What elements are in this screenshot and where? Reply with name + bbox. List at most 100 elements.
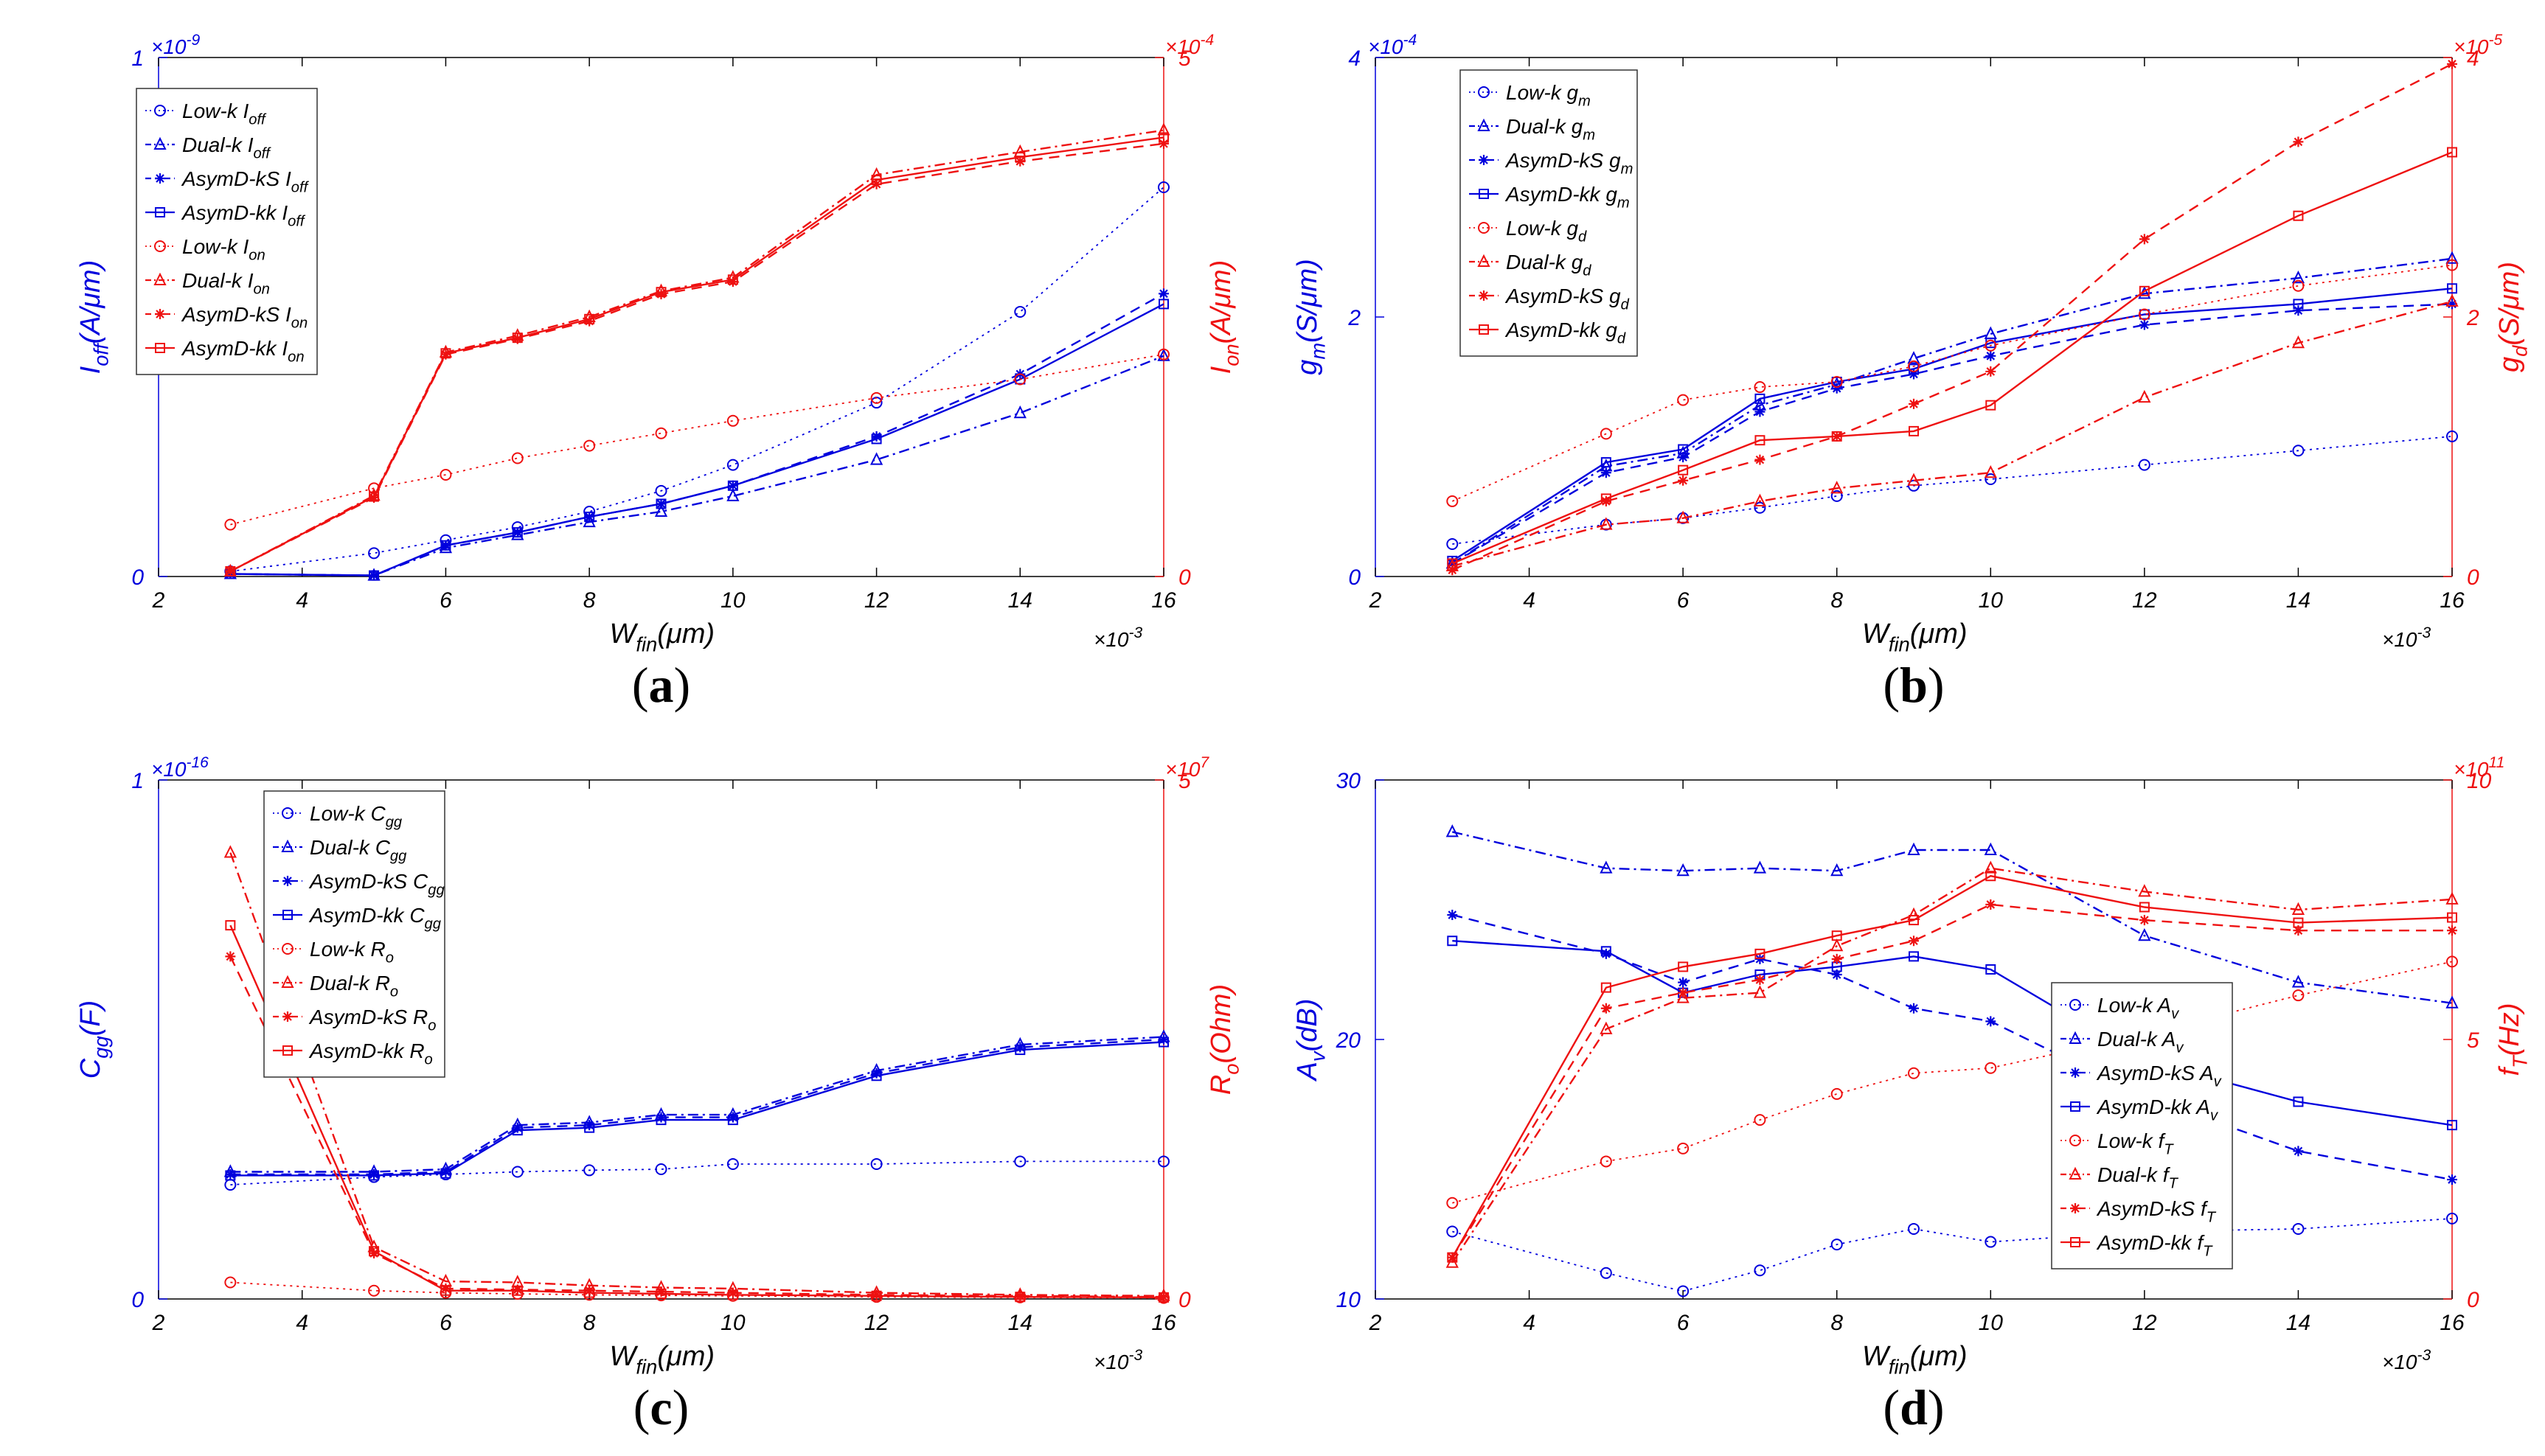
data-point: [655, 484, 667, 497]
panel-label: (c): [633, 1379, 690, 1435]
legend-box: [2051, 982, 2233, 1269]
data-point: [1678, 464, 1689, 476]
x-multiplier: ×10-3: [2382, 1347, 2431, 1373]
series-asymd-kk-f-t: [1447, 871, 2457, 1263]
data-point: [727, 480, 738, 491]
data-point: [1158, 181, 1170, 193]
data-point: [2293, 305, 2304, 316]
legend-entry: Dual-k Ro: [273, 972, 398, 1000]
data-point: [440, 540, 451, 551]
data-point: [1446, 1197, 1459, 1209]
right-y-tick-label: 0: [2467, 1288, 2479, 1312]
data-point: [2292, 1222, 2305, 1235]
series-line: [230, 353, 1164, 526]
series-line: [229, 924, 1164, 1299]
series-line: [229, 129, 1164, 573]
data-point: [1015, 1292, 1026, 1303]
legend-entry: AsymD-kk gd: [1469, 318, 1626, 346]
data-point: [727, 276, 738, 288]
data-point: [1676, 990, 1690, 1003]
data-point: [2445, 995, 2459, 1009]
data-point: [369, 1170, 380, 1181]
legend-entry: AsymD-kS Ro: [273, 1006, 436, 1034]
data-point: [583, 1164, 596, 1177]
data-point: [1754, 435, 1765, 446]
data-point: [726, 488, 740, 501]
series-asymd-ks-i-off: [225, 288, 1169, 581]
legend-marker: [1477, 118, 1490, 131]
data-point: [1830, 938, 1844, 952]
left-y-tick-label: 10: [1336, 1288, 1361, 1312]
data-point: [1447, 1252, 1458, 1263]
legend-entry: AsymD-kk fT: [2060, 1231, 2213, 1259]
legend-marker: [2070, 1237, 2080, 1247]
series-line: [1452, 831, 2453, 1004]
data-point: [1447, 910, 1458, 921]
data-point: [369, 1248, 380, 1259]
data-point: [2138, 459, 2150, 471]
data-point: [871, 175, 882, 186]
legend-label: AsymD-kk Av: [2096, 1096, 2219, 1124]
series-dual-k-a-v: [1445, 824, 2459, 1009]
data-point: [440, 1166, 451, 1177]
legend-marker: [154, 240, 166, 252]
data-point: [2139, 902, 2150, 913]
data-point: [1600, 1003, 1611, 1014]
right-y-tick-label: 4: [2467, 46, 2479, 71]
data-point: [871, 1070, 882, 1081]
data-point: [1158, 348, 1170, 360]
legend-entry: Low-k Av: [2060, 994, 2180, 1022]
series-line: [1452, 1218, 2453, 1292]
series-asymd-kk-r-o: [225, 920, 1169, 1303]
data-point: [1909, 1003, 1919, 1014]
series-asymd-kk-i-off: [225, 299, 1169, 581]
legend-label: Dual-k Ion: [182, 269, 270, 297]
data-point: [2139, 234, 2150, 245]
data-point: [2291, 975, 2305, 988]
data-point: [225, 1170, 236, 1181]
data-point: [2446, 430, 2458, 442]
data-point: [1447, 565, 1458, 576]
legend-entry: AsymD-kS Ion: [145, 303, 308, 331]
data-point: [1753, 860, 1767, 874]
data-point: [1909, 425, 1919, 436]
data-point: [2447, 58, 2457, 69]
data-point: [1909, 936, 1919, 947]
data-point: [1676, 863, 1690, 877]
data-point: [656, 289, 667, 300]
data-point: [1600, 948, 1611, 959]
left-y-axis-label: Cgg(F): [75, 1000, 112, 1079]
right-y-tick-label: 10: [2467, 769, 2492, 793]
legend-label: Low-k Ioff: [182, 100, 267, 128]
x-axis-label: Wfin(μm): [1862, 1341, 1968, 1378]
data-point: [225, 565, 236, 577]
data-point: [727, 1287, 738, 1298]
x-tick-label: 2: [1369, 1311, 1382, 1335]
data-point: [584, 316, 595, 327]
legend-label: Dual-k Ioff: [182, 133, 271, 161]
data-point: [1600, 860, 1613, 874]
data-point: [1158, 1155, 1170, 1168]
legend: Low-k Cgg Dual-k Cgg AsymD-kS Cgg AsymD-kk …: [263, 790, 445, 1078]
data-point: [224, 1276, 237, 1289]
legend-entry: AsymD-kS Ioff: [145, 167, 310, 195]
legend-marker: [1478, 86, 1490, 98]
legend-label: Low-k gm: [1506, 81, 1591, 109]
data-point: [1830, 1087, 1843, 1100]
data-point: [1985, 366, 1996, 377]
data-point: [512, 1285, 523, 1296]
data-point: [1676, 510, 1690, 523]
legend-label: Dual-k gm: [1506, 115, 1595, 143]
data-point: [584, 313, 595, 324]
series-line: [229, 142, 1164, 573]
series-line: [1451, 288, 2453, 562]
series-line: [230, 1160, 1164, 1185]
data-point: [1159, 288, 1169, 299]
series-line: [230, 303, 1164, 577]
data-point: [368, 1284, 381, 1297]
data-point: [2292, 445, 2305, 457]
data-point: [225, 565, 236, 577]
data-point: [1447, 936, 1458, 947]
legend-label: Low-k gd: [1506, 217, 1587, 245]
series-line: [230, 1038, 1164, 1176]
